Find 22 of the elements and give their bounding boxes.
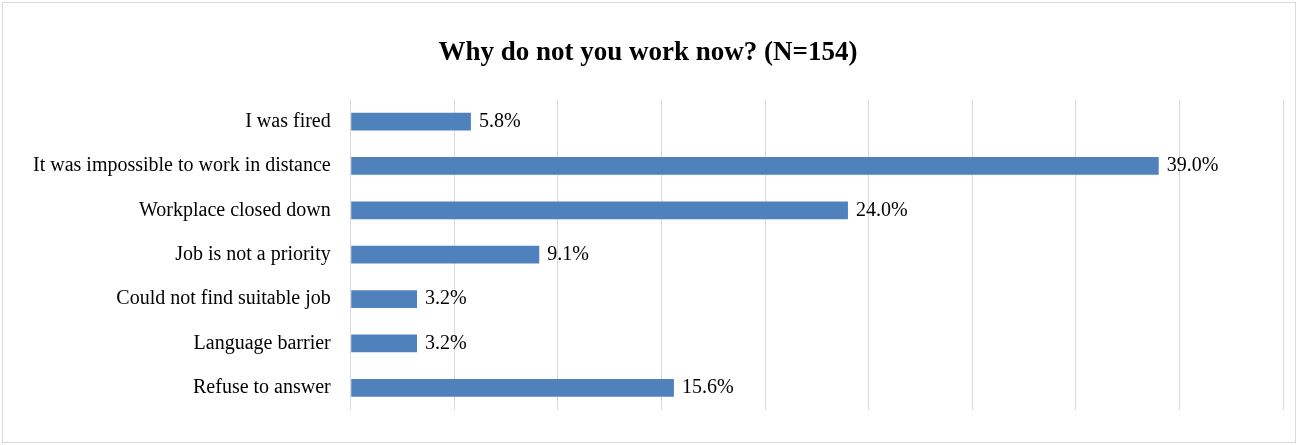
y-tick-label: Could not find suitable job	[116, 286, 331, 310]
data-label: 3.2%	[425, 330, 467, 353]
bar	[351, 201, 848, 220]
y-tick-label: It was impossible to work in distance	[33, 153, 331, 177]
y-tick-label: Job is not a priority	[175, 241, 331, 265]
y-tick-label: Workplace closed down	[139, 197, 331, 221]
bar	[351, 157, 1159, 175]
data-label: 39.0%	[1166, 153, 1219, 176]
y-tick-label: I was fired	[245, 108, 331, 131]
chart-title: Why do not you work now? (N=154)	[438, 36, 858, 67]
bar	[351, 378, 674, 397]
bar	[351, 334, 418, 353]
data-label: 3.2%	[425, 286, 467, 309]
data-label: 5.8%	[478, 108, 521, 131]
y-tick-label: Language barrier	[193, 330, 332, 354]
bar	[351, 112, 471, 131]
data-label: 9.1%	[547, 241, 589, 264]
bar	[351, 245, 540, 264]
y-tick-label: Refuse to answer	[193, 375, 332, 398]
data-label: 24.0%	[855, 197, 908, 220]
bar	[351, 290, 418, 308]
data-label: 15.6%	[681, 375, 734, 398]
